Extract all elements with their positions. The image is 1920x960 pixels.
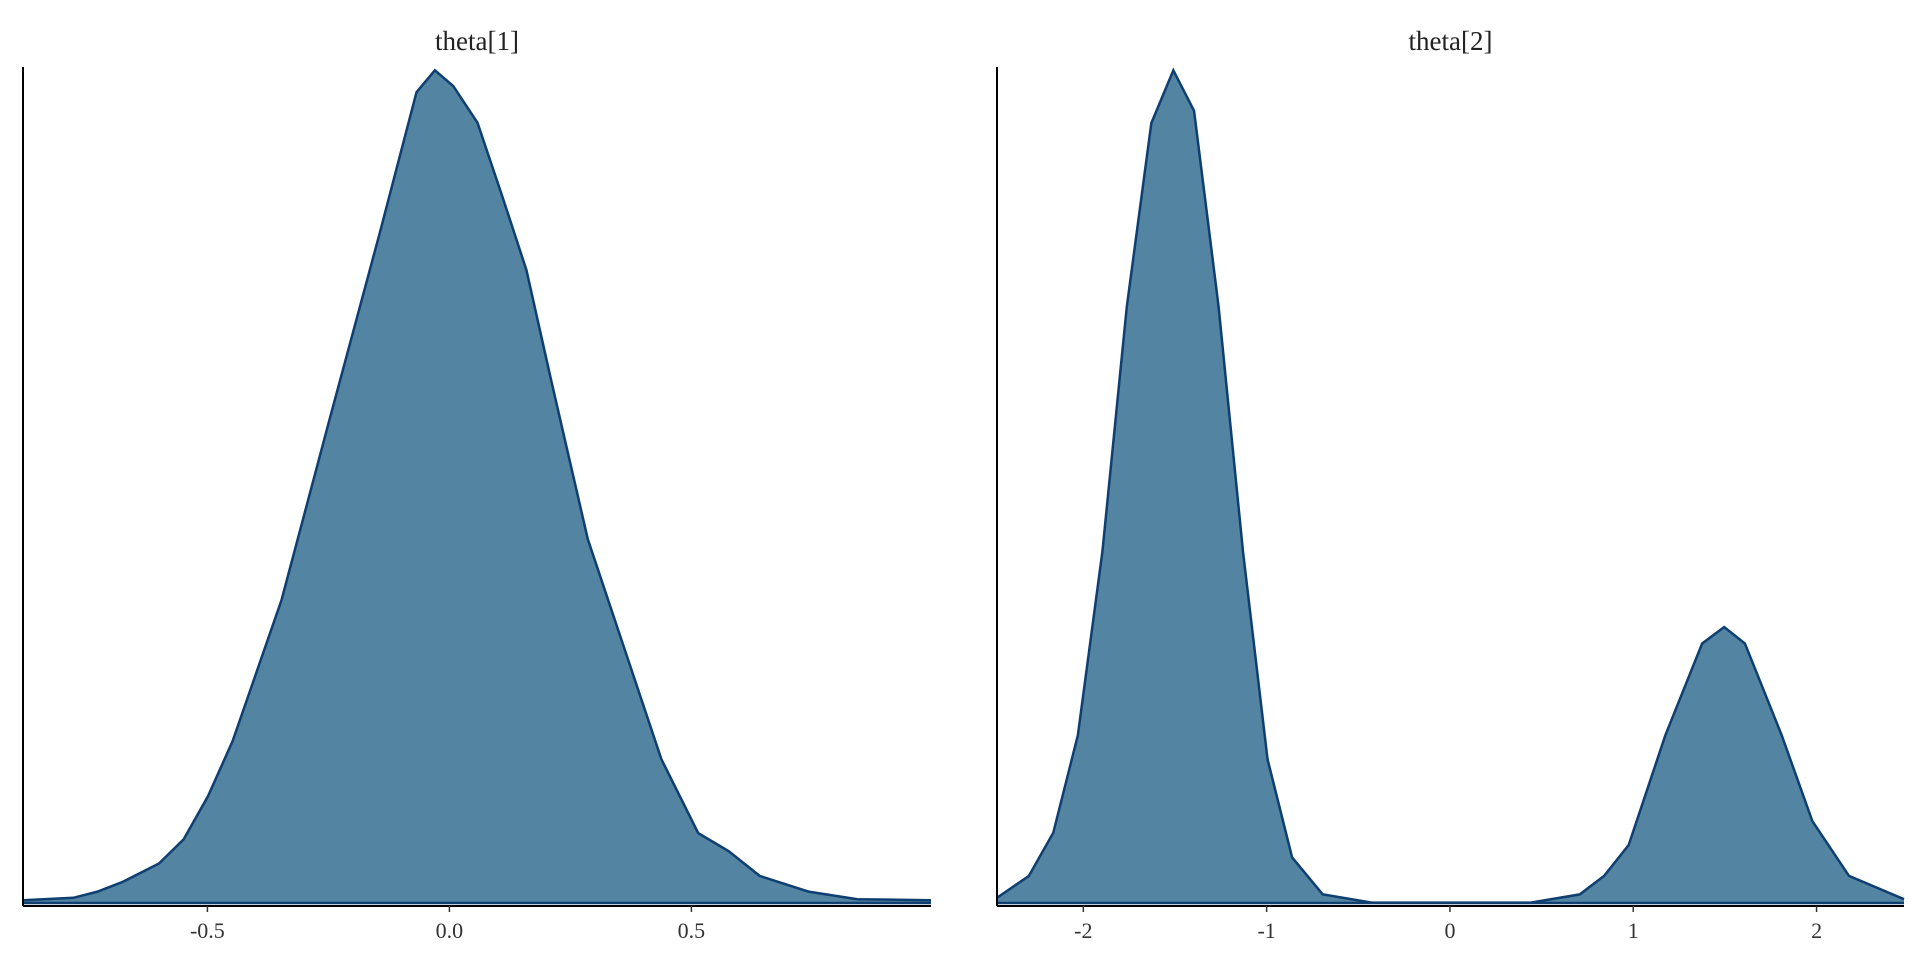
x-tick-label: 0 bbox=[1444, 918, 1455, 943]
density-line bbox=[22, 68, 932, 902]
x-tick-label: 2 bbox=[1811, 918, 1822, 943]
density-area bbox=[997, 70, 1904, 904]
x-tick-label: -2 bbox=[1074, 918, 1092, 943]
panel-title: theta[2] bbox=[1409, 26, 1493, 56]
x-tick-label: 0.0 bbox=[436, 918, 464, 943]
x-tick-label: 0.5 bbox=[678, 918, 706, 943]
density-line bbox=[996, 67, 1905, 904]
x-tick-label: 1 bbox=[1628, 918, 1639, 943]
x-tick-label: -1 bbox=[1257, 918, 1275, 943]
panel-title: theta[1] bbox=[435, 26, 519, 56]
x-tick-label: -0.5 bbox=[190, 918, 225, 943]
density-area bbox=[23, 70, 931, 904]
